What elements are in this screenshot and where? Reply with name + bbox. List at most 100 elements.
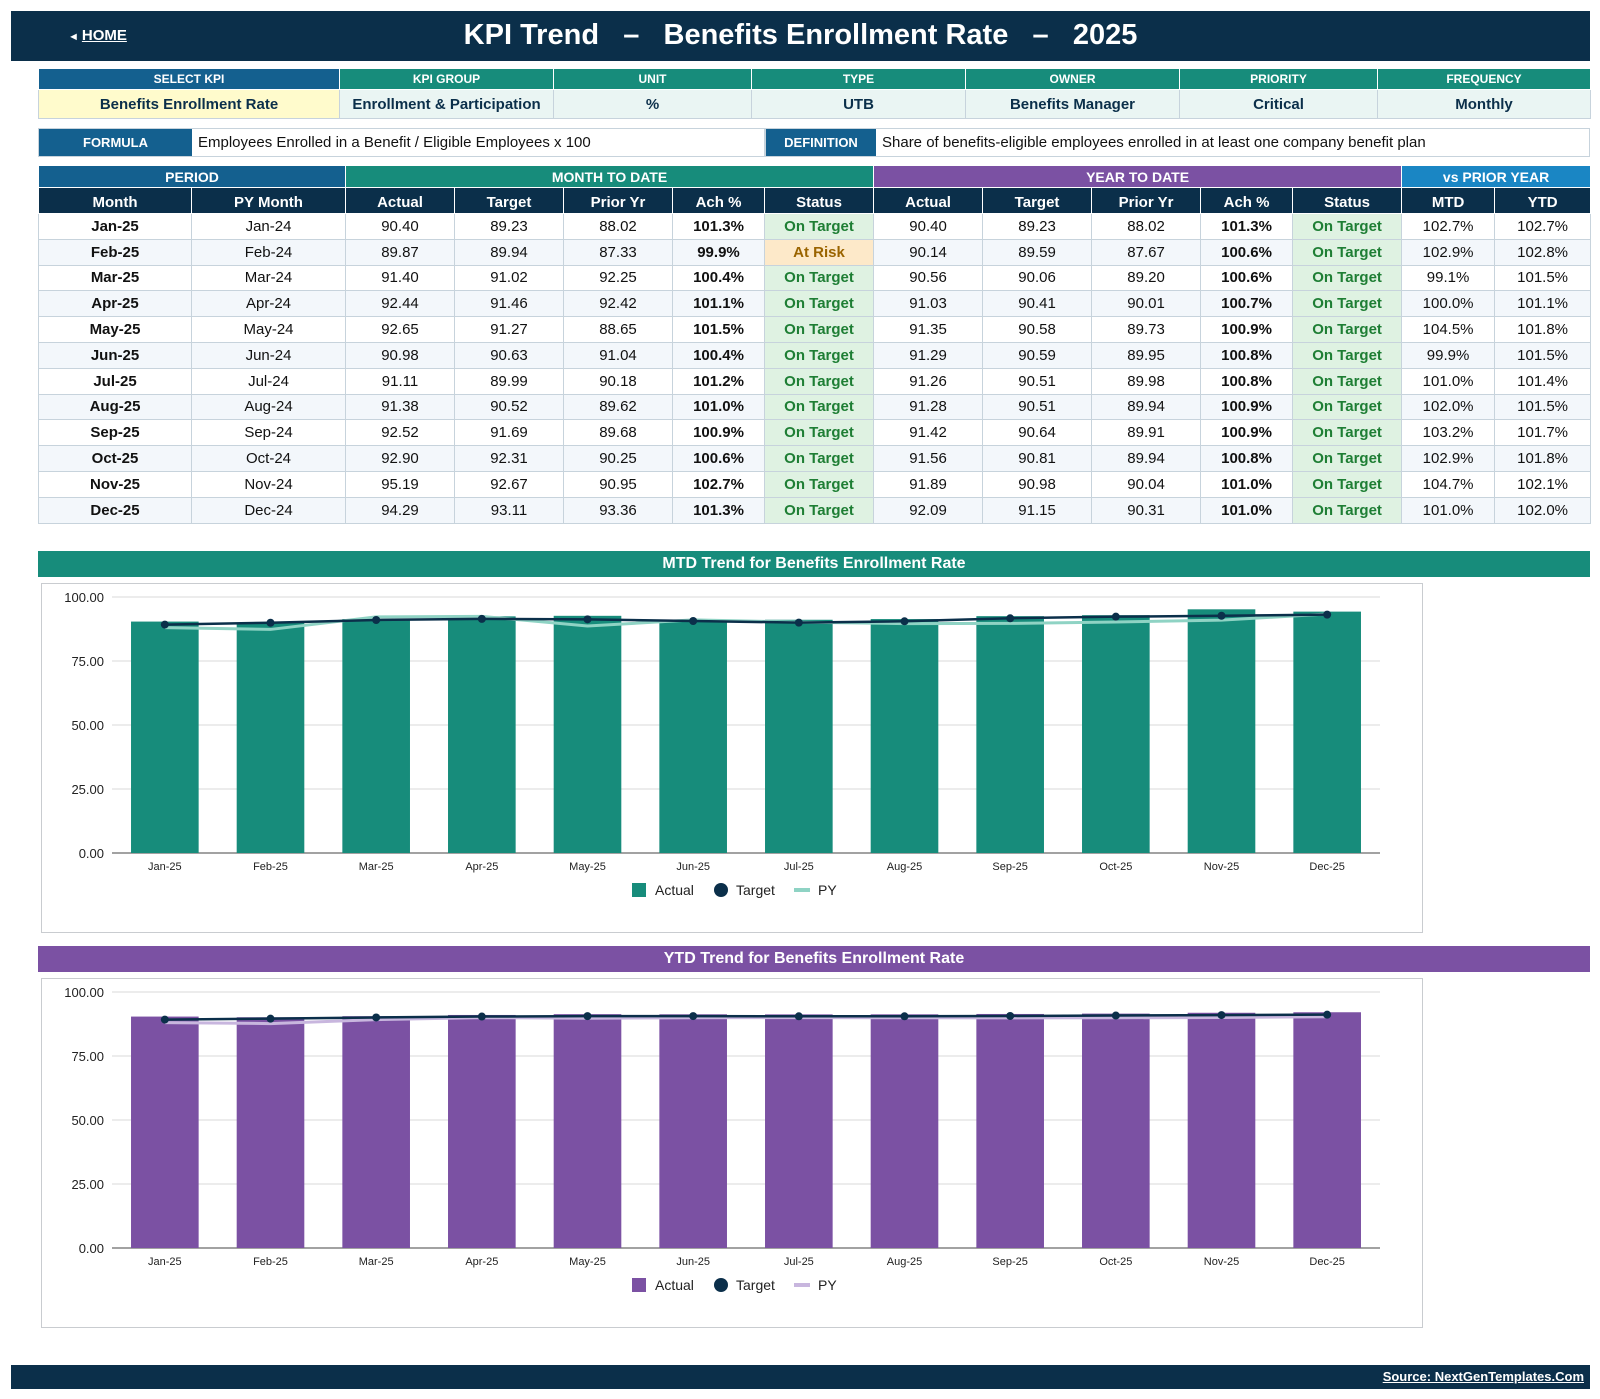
- kpi-header-owner: OWNER: [965, 68, 1180, 90]
- table-cell: May-24: [191, 316, 346, 343]
- definition-text: Share of benefits-eligible employees enr…: [876, 129, 1589, 156]
- table-cell: 90.51: [982, 393, 1093, 421]
- table-cell: 91.04: [563, 341, 673, 369]
- table-cell: 91.42: [873, 419, 984, 447]
- group-mtd: MONTH TO DATE: [344, 165, 875, 188]
- status-badge: On Target: [1292, 445, 1403, 472]
- table-cell: Nov-25: [38, 470, 192, 498]
- group-vs-prior: vs PRIOR YEAR: [1401, 165, 1592, 188]
- table-cell: 90.63: [454, 341, 564, 369]
- group-ytd: YEAR TO DATE: [873, 165, 1403, 188]
- table-cell: Nov-24: [191, 470, 346, 498]
- kpi-type-value: UTB: [751, 89, 966, 119]
- kpi-select-dropdown[interactable]: Benefits Enrollment Rate: [38, 89, 340, 119]
- table-cell: Apr-25: [38, 290, 192, 318]
- point-target: [160, 620, 169, 629]
- table-cell: 89.20: [1091, 264, 1202, 292]
- ytd-chart-panel: 100.00 75.00 50.00 25.00 0.00 Jan-25 Feb-25 Mar…: [41, 978, 1423, 1328]
- table-cell: 91.38: [345, 393, 455, 421]
- table-cell: 93.11: [454, 496, 564, 524]
- formula-row: FORMULA Employees Enrolled in a Benefit …: [38, 128, 765, 157]
- point-target: [1323, 1010, 1332, 1019]
- table-cell: 102.0%: [1494, 496, 1592, 524]
- table-cell: Jan-24: [191, 213, 346, 240]
- y-tick-label: 50.00: [71, 1113, 104, 1128]
- home-link[interactable]: ◄ HOME: [68, 27, 127, 44]
- table-cell: 89.91: [1091, 419, 1202, 447]
- x-tick-label: Mar-25: [359, 861, 394, 873]
- table-cell: 94.29: [345, 496, 455, 524]
- point-target: [900, 617, 909, 626]
- table-cell: 90.14: [873, 238, 984, 266]
- bar-actual: [1082, 1013, 1150, 1248]
- bar-actual: [553, 1014, 622, 1248]
- table-cell: 95.19: [345, 470, 455, 498]
- status-badge: On Target: [1292, 393, 1403, 421]
- bar-actual: [131, 1016, 199, 1248]
- column-header: Target: [454, 187, 564, 214]
- table-cell: 88.02: [563, 213, 673, 240]
- bar-actual: [1187, 609, 1256, 853]
- table-cell: 88.02: [1091, 213, 1202, 240]
- status-badge: On Target: [763, 341, 875, 369]
- status-badge: On Target: [1292, 238, 1403, 266]
- bar-actual: [448, 616, 516, 853]
- table-cell: 91.29: [873, 341, 984, 369]
- series-line-target: [164, 1013, 1328, 1021]
- table-cell: 89.73: [1091, 316, 1202, 343]
- x-tick-label: Mar-25: [359, 1256, 394, 1268]
- table-cell: 100.8%: [1200, 367, 1294, 395]
- status-badge: On Target: [1292, 496, 1403, 524]
- kpi-frequency-value: Monthly: [1377, 89, 1591, 119]
- table-cell: 102.1%: [1494, 470, 1592, 498]
- x-tick-label: Jul-25: [784, 1256, 814, 1268]
- x-tick-label: Sep-25: [992, 1256, 1027, 1268]
- footer-bar: Source: NextGenTemplates.Com: [11, 1365, 1590, 1389]
- table-row: Oct-25 Oct-24 92.90 92.31 90.25 100.6% On Targ…: [38, 445, 1592, 472]
- table-cell: 101.1%: [1494, 290, 1592, 318]
- table-cell: Mar-25: [38, 264, 192, 292]
- table-cell: 89.59: [982, 238, 1093, 266]
- x-tick-label: Feb-25: [253, 861, 288, 873]
- table-cell: 90.98: [982, 470, 1093, 498]
- table-cell: May-25: [38, 316, 192, 343]
- column-header: YTD: [1494, 187, 1592, 214]
- column-header: Actual: [345, 187, 455, 214]
- definition-label: DEFINITION: [766, 129, 876, 156]
- bar-actual: [131, 621, 199, 853]
- group-period: PERIOD: [38, 165, 346, 188]
- point-target: [900, 1012, 909, 1021]
- column-header: Ach %: [672, 187, 765, 214]
- formula-text: Employees Enrolled in a Benefit / Eligib…: [192, 129, 764, 156]
- point-target: [583, 615, 592, 624]
- status-badge: On Target: [1292, 367, 1403, 395]
- table-cell: Oct-24: [191, 445, 346, 472]
- table-cell: 90.04: [1091, 470, 1202, 498]
- source-link[interactable]: Source: NextGenTemplates.Com: [1382, 1369, 1584, 1384]
- bar-actual: [236, 1017, 305, 1248]
- table-cell: 92.31: [454, 445, 564, 472]
- table-cell: 100.9%: [1200, 419, 1294, 447]
- point-target: [372, 615, 381, 624]
- table-cell: 91.89: [873, 470, 984, 498]
- point-target: [1111, 1011, 1120, 1020]
- table-cell: 90.06: [982, 264, 1093, 292]
- x-tick-label: May-25: [569, 1256, 606, 1268]
- table-cell: 101.0%: [1401, 496, 1496, 524]
- ytd-chart-title: YTD Trend for Benefits Enrollment Rate: [38, 946, 1590, 972]
- y-tick-label: 100.00: [64, 590, 104, 605]
- point-target: [689, 1012, 698, 1021]
- table-cell: 99.9%: [672, 238, 765, 266]
- bar-actual: [448, 1014, 516, 1248]
- kpi-header-type: TYPE: [751, 68, 966, 90]
- table-cell: 91.02: [454, 264, 564, 292]
- bar-actual: [659, 1014, 727, 1248]
- kpi-header-group: KPI GROUP: [339, 68, 554, 90]
- table-cell: 101.7%: [1494, 419, 1592, 447]
- status-badge: At Risk: [763, 238, 875, 266]
- x-tick-label: Jan-25: [148, 1256, 182, 1268]
- table-cell: 101.3%: [1200, 213, 1294, 240]
- table-cell: 91.15: [982, 496, 1093, 524]
- table-cell: Dec-25: [38, 496, 192, 524]
- column-header: MTD: [1401, 187, 1496, 214]
